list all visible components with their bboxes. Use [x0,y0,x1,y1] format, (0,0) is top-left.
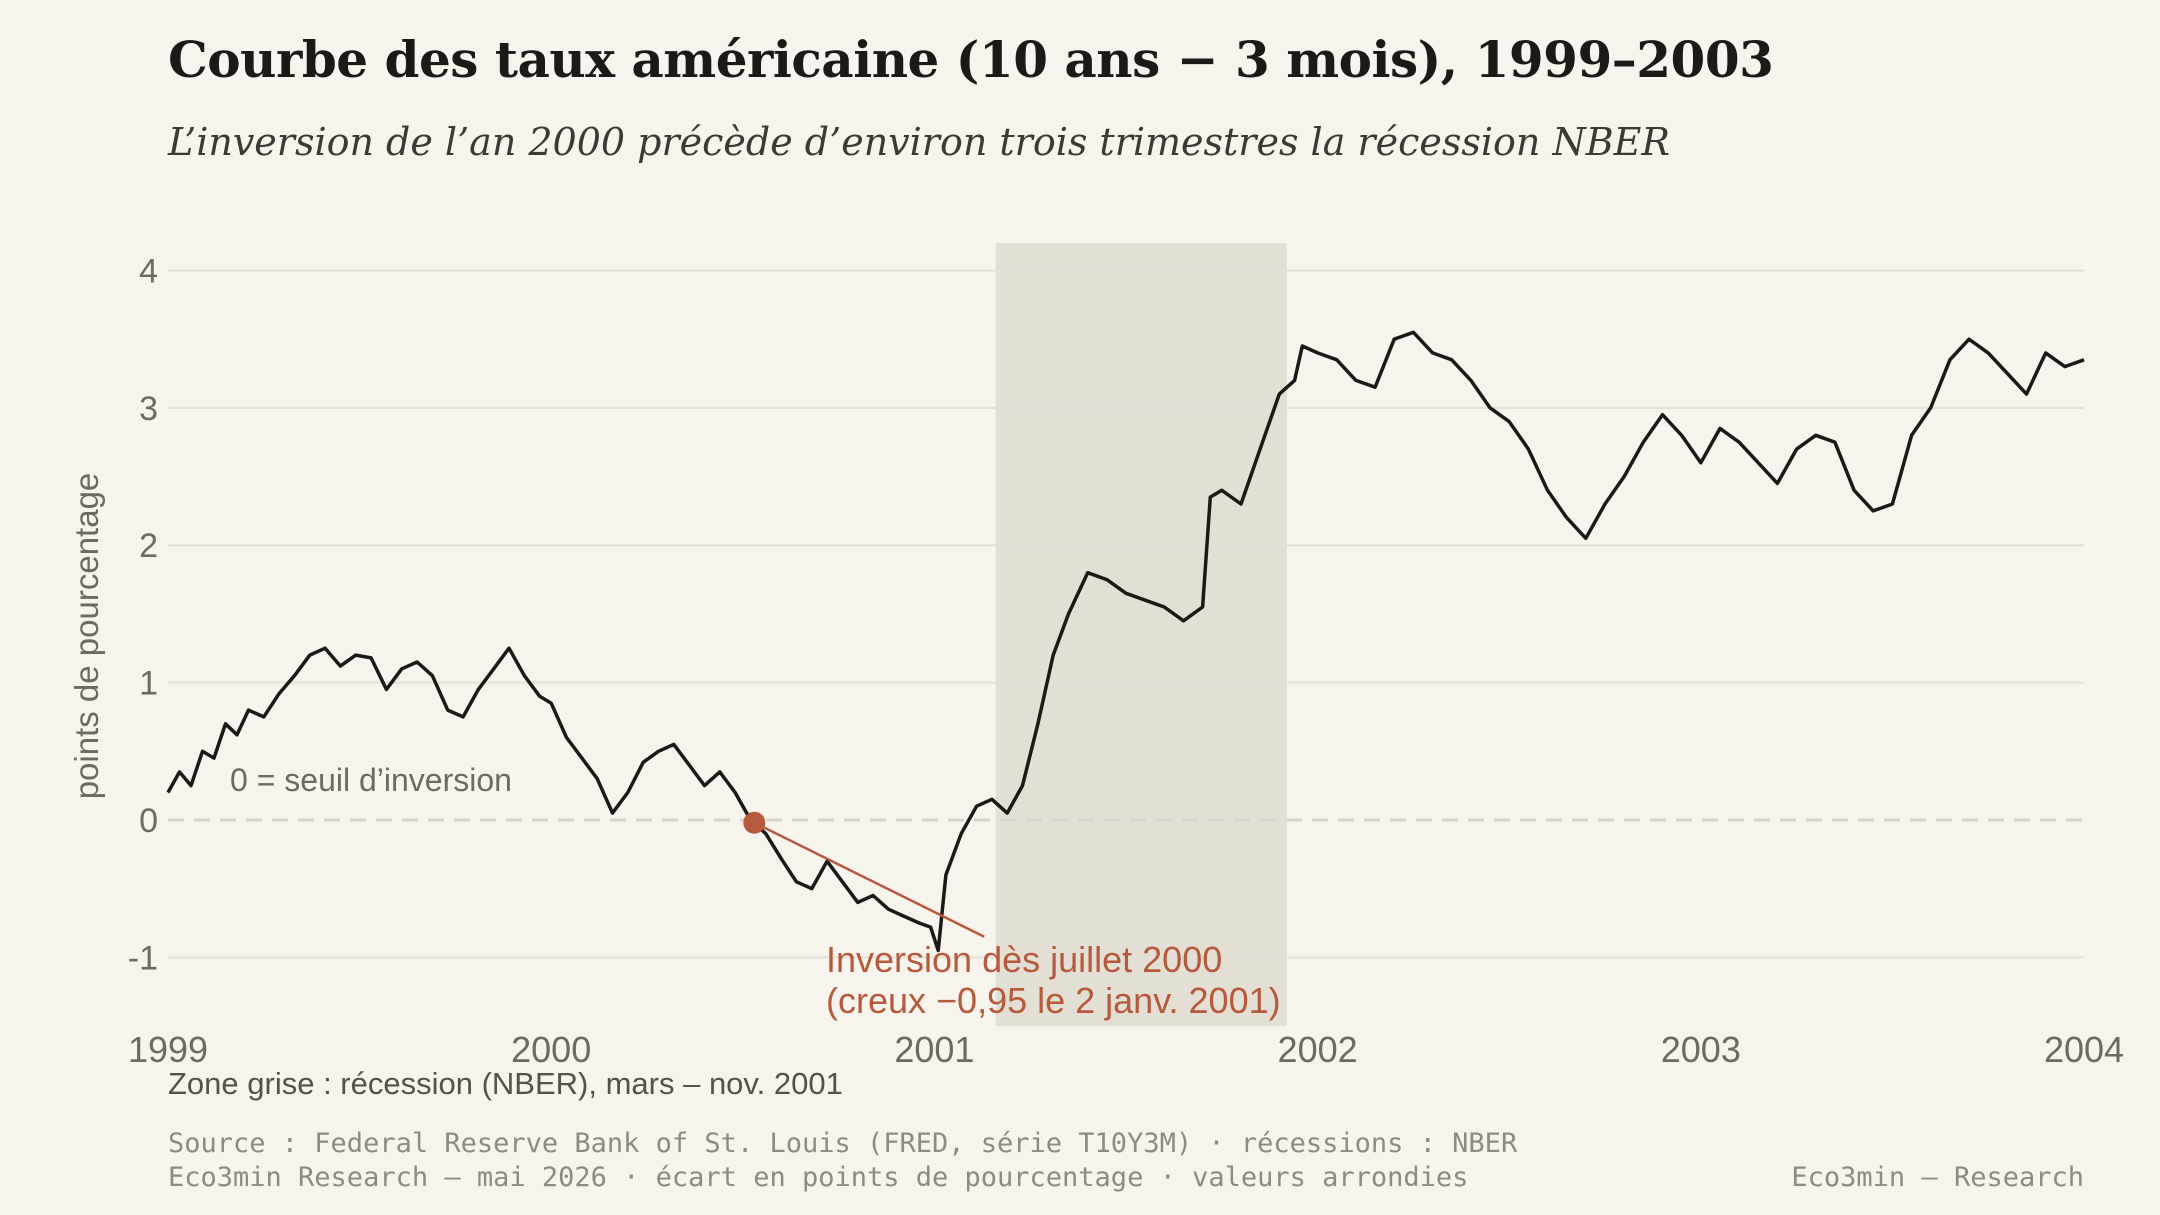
zero-threshold-label: 0 = seuil d’inversion [230,762,512,798]
annotation-line-1: Inversion dès juillet 2000 [826,939,1222,980]
recession-band [995,243,1287,1026]
series-line [166,330,2085,953]
y-tick-label: 1 [139,665,158,703]
y-tick-label: 0 [139,802,158,840]
x-tick-label: 2004 [2044,1029,2124,1070]
annotation-line-2: (creux −0,95 le 2 janv. 2001) [826,980,1281,1021]
y-tick-label: 3 [139,390,158,428]
recession-note: Zone grise : récession (NBER), mars – no… [168,1066,843,1101]
footer-source: Source : Federal Reserve Bank of St. Lou… [168,1128,1518,1159]
y-tick-label: -1 [128,939,158,977]
x-tick-label: 2000 [511,1029,591,1070]
footer-brand: Eco3min — Research [1791,1162,2084,1193]
x-tick-label: 2002 [1278,1029,1358,1070]
y-axis-title: points de pourcentage [68,473,105,800]
footer-credits: Eco3min Research — mai 2026 · écart en p… [168,1162,1469,1193]
y-tick-label: 4 [139,252,158,290]
x-tick-label: 2001 [894,1029,974,1070]
x-tick-label: 2003 [1661,1029,1741,1070]
annotation-marker [743,811,766,834]
annotation-connector [753,821,985,938]
chart-title: Courbe des taux américaine (10 ans − 3 m… [168,30,1774,89]
x-tick-label: 1999 [128,1029,208,1070]
y-tick-label: 2 [139,527,158,565]
chart-subtitle: L’inversion de l’an 2000 précède d’envir… [168,120,1670,164]
